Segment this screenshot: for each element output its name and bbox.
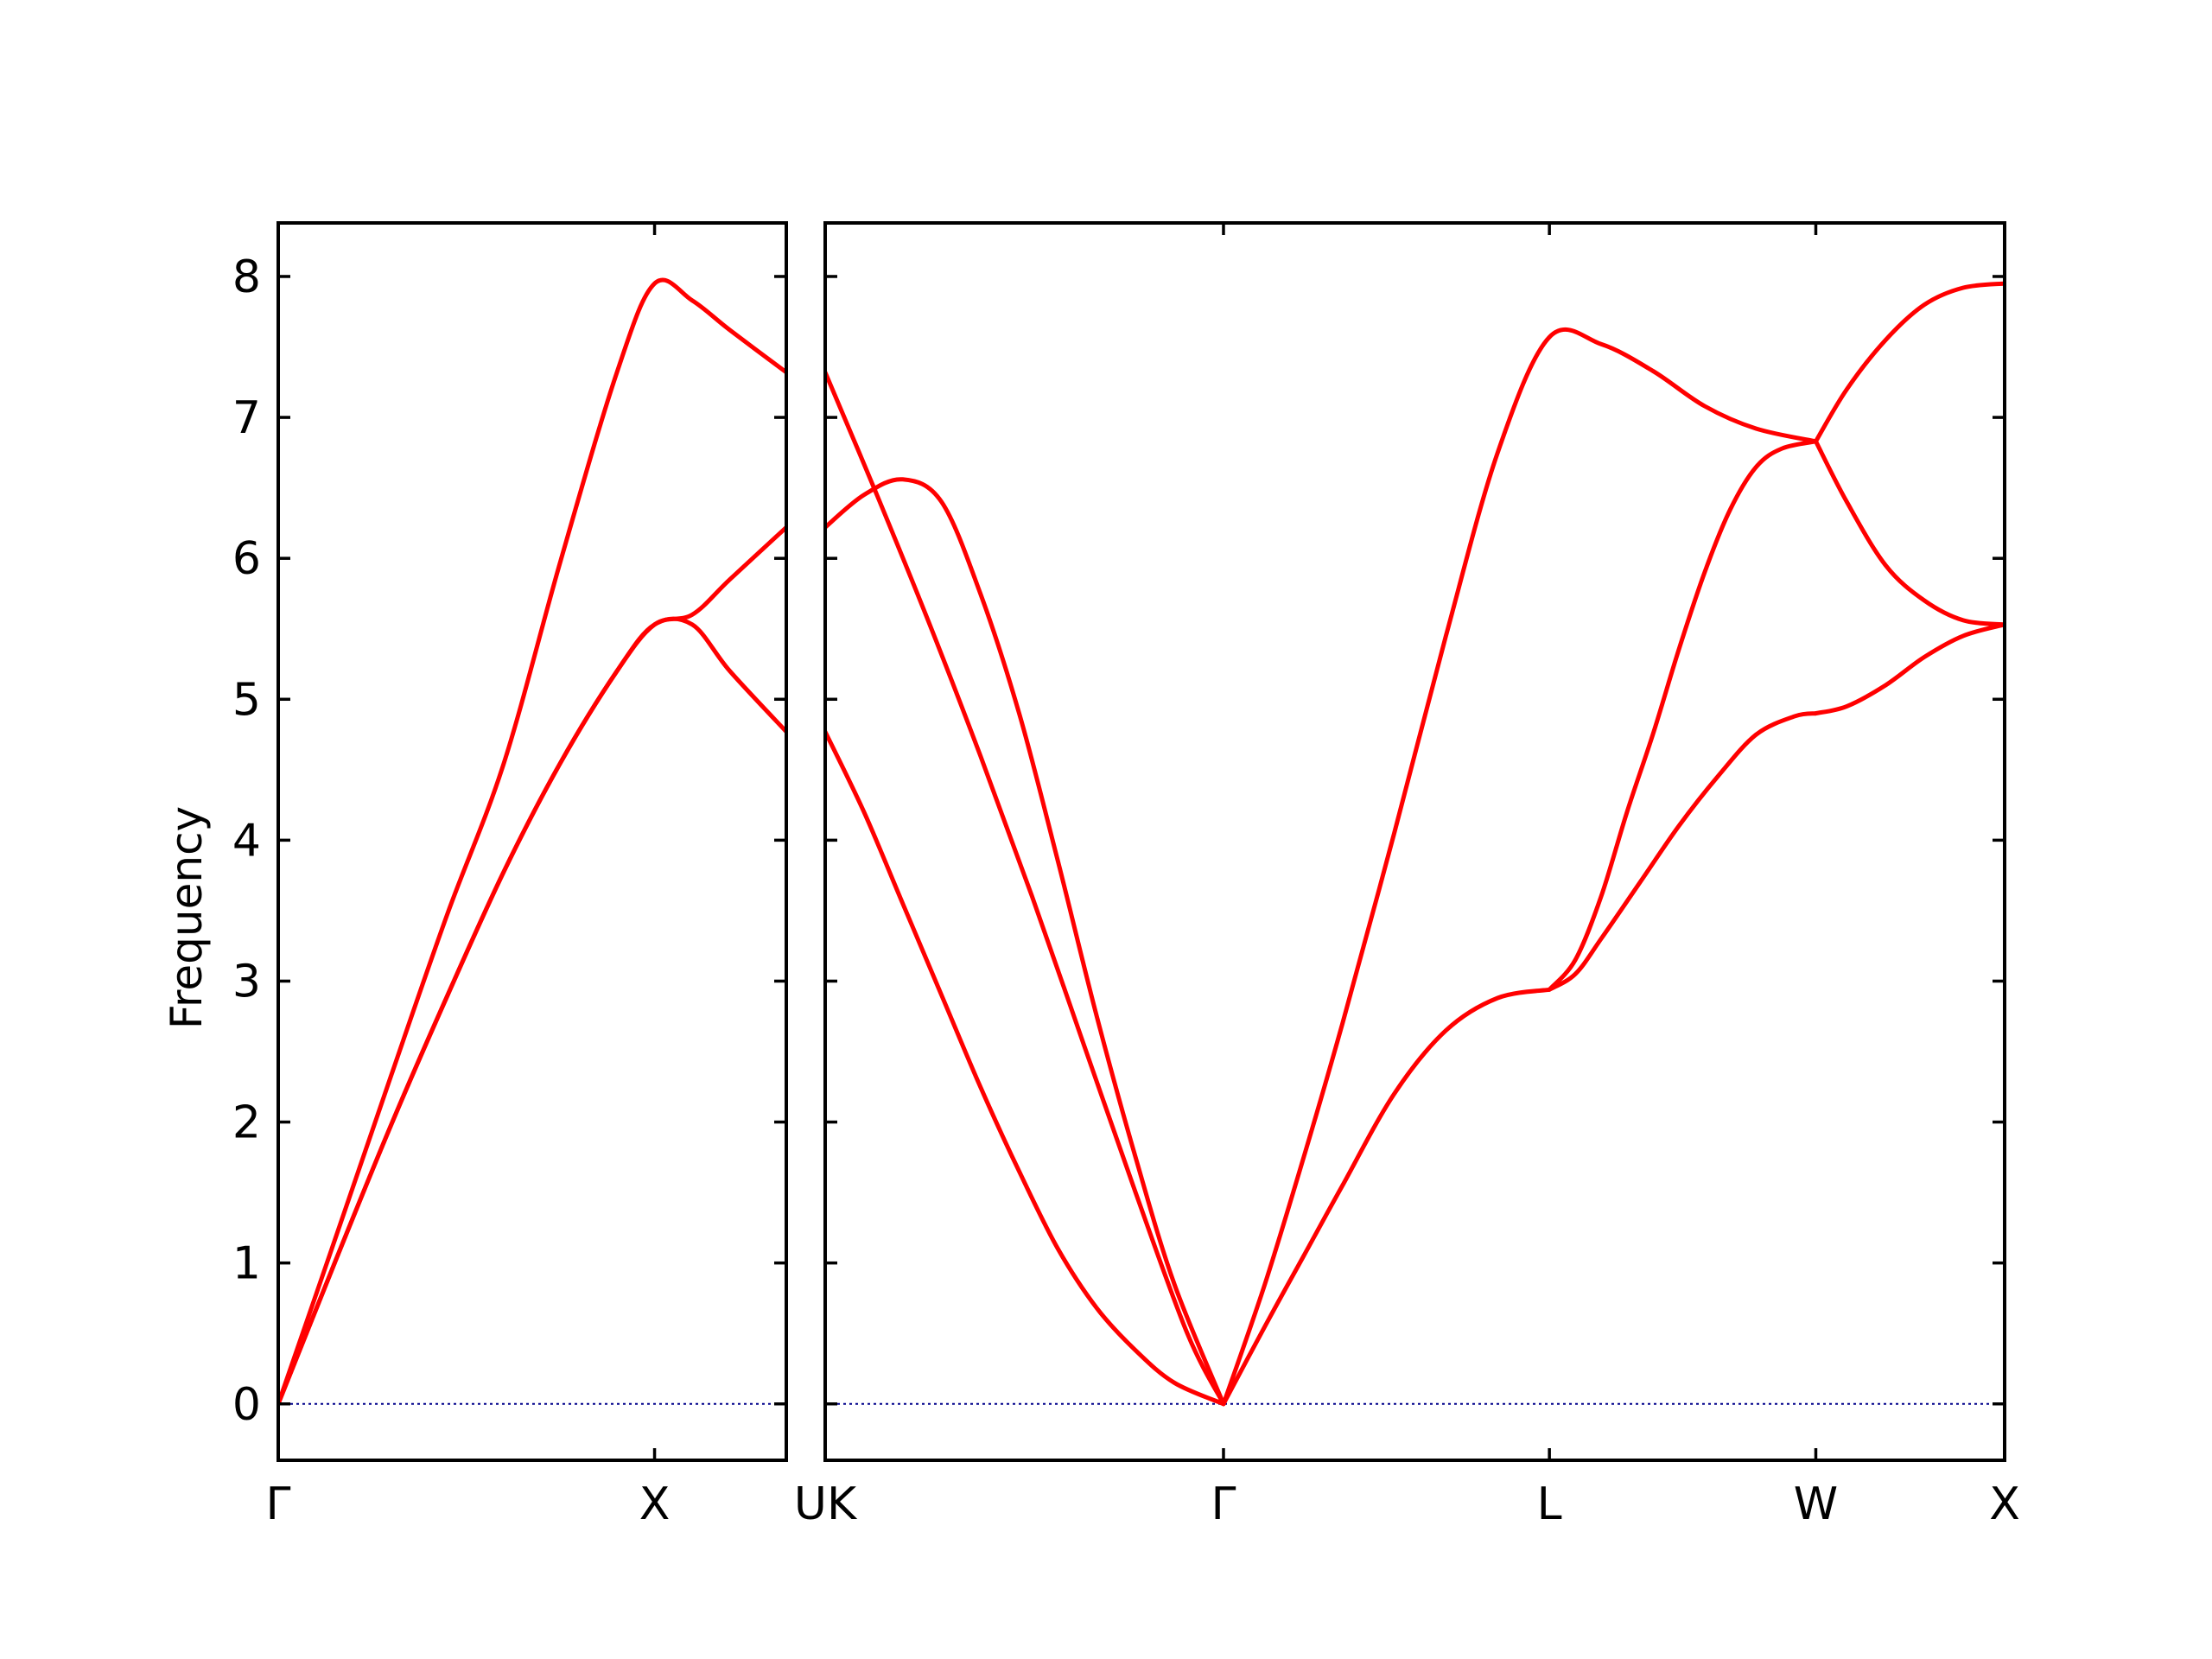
y-tick-label: 6 bbox=[232, 533, 261, 585]
y-tick-label: 1 bbox=[232, 1238, 261, 1290]
y-tick-label: 3 bbox=[232, 956, 261, 1007]
band-line-2-6 bbox=[1547, 439, 1818, 992]
y-tick-label: 2 bbox=[232, 1097, 261, 1149]
band-line-1-1 bbox=[278, 277, 786, 1407]
x-tick-label: L bbox=[1537, 1478, 1562, 1530]
panel-2: UK Γ L W X bbox=[794, 221, 2020, 1530]
band-line-2-2 bbox=[825, 477, 1226, 1407]
band-line-2-9 bbox=[1814, 439, 2005, 627]
x-tick-label: Γ bbox=[266, 1478, 291, 1530]
y-tick-label: 5 bbox=[232, 674, 261, 726]
band-line-1-2 bbox=[278, 616, 786, 1407]
panel-frame bbox=[276, 221, 788, 1462]
band-line-2-1 bbox=[825, 370, 1226, 1407]
x-tick-label: X bbox=[639, 1478, 671, 1530]
y-tick-label: 8 bbox=[232, 251, 261, 303]
y-tick-label: 0 bbox=[232, 1379, 261, 1431]
panel-frame bbox=[823, 221, 2006, 1462]
band-line-2-5 bbox=[1221, 987, 1552, 1407]
x-tick-label: Γ bbox=[1211, 1478, 1236, 1530]
y-axis-label: Frequency bbox=[162, 806, 212, 1029]
y-tick-label: 4 bbox=[232, 815, 261, 867]
band-line-1-3 bbox=[278, 524, 786, 1407]
x-tick-label: W bbox=[1794, 1478, 1838, 1530]
band-line-2-4 bbox=[1221, 327, 1818, 1407]
band-line-2-10 bbox=[1814, 622, 2005, 716]
x-tick-label: UK bbox=[794, 1478, 858, 1530]
y-tick-label: 7 bbox=[232, 392, 261, 444]
band-line-2-3 bbox=[825, 729, 1226, 1407]
panel-1: 0 1 2 3 4 5 6 7 8 Γ X bbox=[232, 221, 788, 1530]
band-line-2-8 bbox=[1814, 281, 2005, 444]
band-line-2-7 bbox=[1547, 711, 1818, 992]
x-tick-label: X bbox=[1989, 1478, 2020, 1530]
plot-area: 0 1 2 3 4 5 6 7 8 Γ X UK Γ L W X bbox=[232, 221, 2020, 1530]
